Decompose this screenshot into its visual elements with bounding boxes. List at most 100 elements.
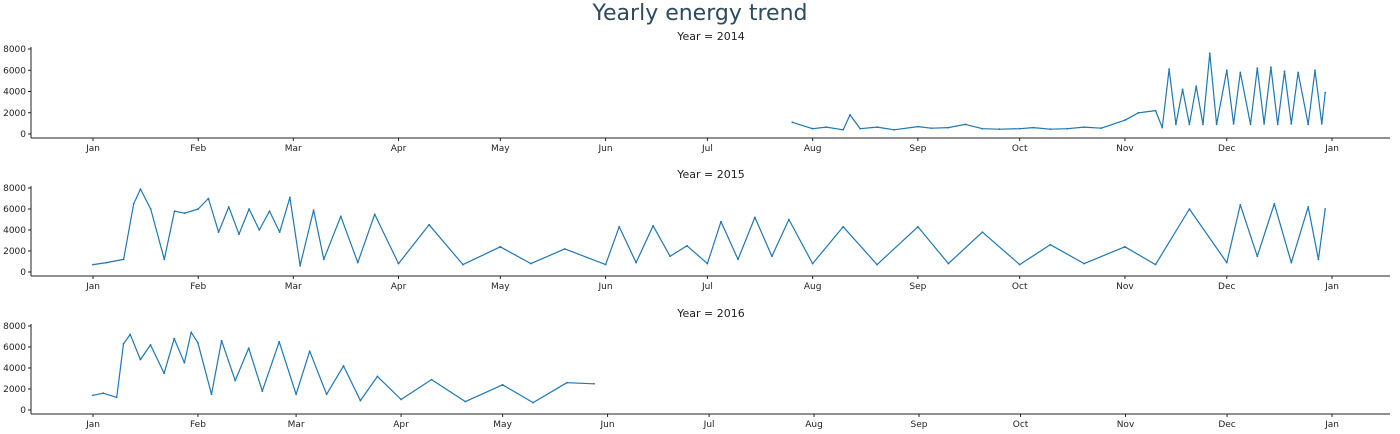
data-point [1239,203,1242,206]
data-point [1290,123,1293,125]
x-tick-label: Dec [1218,282,1235,292]
data-point [1168,68,1170,71]
y-tick-label: 6000 [3,343,26,353]
data-point [1276,123,1279,126]
y-tick-label: 0 [20,130,26,140]
data-point [811,262,814,265]
data-point [566,381,568,384]
data-point [1317,258,1320,261]
y-tick-label: 6000 [3,66,26,76]
data-point [771,255,773,258]
data-point [1195,85,1198,88]
data-point [129,333,132,336]
data-point [947,262,950,265]
data-point [981,127,984,130]
y-tick-label: 8000 [3,184,26,194]
data-point [210,393,213,396]
data-point [1256,67,1259,69]
data-point [1018,263,1021,266]
x-tick-label: Oct [1012,282,1028,292]
data-point [261,390,264,392]
x-tick-label: Feb [190,144,206,154]
data-point [1256,255,1259,258]
data-point [1297,71,1299,74]
data-point [268,210,271,213]
x-tick-label: Jun [598,282,613,292]
x-tick-label: Jul [701,282,713,292]
data-point [788,218,790,221]
data-point [1249,123,1252,126]
y-tick-label: 0 [20,268,26,278]
data-point [876,126,878,128]
data-point [1066,127,1069,130]
x-tick-label: Apr [391,144,407,154]
data-point [356,261,359,264]
data-point [893,128,895,131]
data-point [1225,261,1228,264]
x-tick-label: May [493,420,512,430]
x-tick-label: Feb [190,282,206,292]
data-point [981,231,984,234]
x-tick-label: Sep [911,420,928,430]
data-point [400,398,402,401]
data-point [163,258,166,261]
data-point [998,128,1001,131]
data-point [295,393,297,396]
y-tick-label: 4000 [3,88,26,98]
series-line [92,188,1326,267]
data-point [1137,111,1140,114]
data-point [289,196,291,199]
data-point [1307,123,1310,126]
x-tick-label: Jan [1324,420,1339,430]
series-line [92,331,595,404]
y-tick-label: 6000 [3,205,26,215]
data-point [811,127,814,130]
data-point [1188,208,1191,210]
x-tick-label: Jan [85,420,100,430]
data-point [115,396,118,399]
x-tick-label: Jan [85,144,100,154]
data-point [197,208,200,210]
x-tick-label: Jan [85,282,100,292]
data-point [1154,109,1157,112]
data-point [1208,52,1211,55]
data-point [720,220,722,223]
data-point [217,231,220,234]
data-point [1124,119,1126,122]
data-point [92,394,94,397]
data-point [947,126,950,129]
data-point [430,378,433,381]
data-point [1232,123,1235,125]
data-point [825,126,828,128]
data-point [1100,127,1103,130]
data-point [706,262,709,265]
data-point [139,358,142,361]
data-point [1188,123,1191,126]
data-point [190,331,193,334]
data-point [842,128,845,131]
data-point [1083,126,1086,128]
x-tick-label: Sep [909,144,926,154]
data-point [102,392,105,395]
data-point [1083,262,1086,265]
data-point [1283,70,1286,73]
x-tick-label: Mar [285,144,302,154]
x-tick-label: May [491,282,510,292]
data-point [917,125,919,128]
x-tick-label: Aug [805,420,823,430]
data-point [917,225,919,228]
y-tick-label: 2000 [3,385,26,395]
data-point [1175,123,1177,126]
x-tick-label: Nov [1117,420,1135,430]
x-tick-label: Jul [703,420,715,430]
panel-3: Year = 2016 0 2000 4000 6000 8000 Jan Feb Mar Apr… [3,307,1390,430]
panel-2: Year = 2015 0 2000 4000 6000 8000 Jan Feb Mar Apr… [3,168,1390,292]
data-point [499,245,502,248]
data-point [876,263,878,266]
y-tick-label: 4000 [3,226,26,236]
data-point [122,343,125,345]
data-point [173,210,176,213]
x-tick-label: Dec [1218,144,1235,154]
data-point [635,261,637,264]
